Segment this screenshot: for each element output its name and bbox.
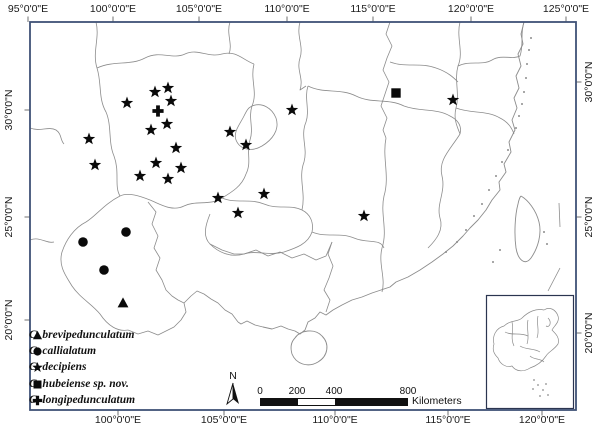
marker-star [120,96,134,109]
marker-star [257,187,271,200]
axis-label-left: 20°0'0"N [3,299,15,341]
axis-label-top: 115°0'0"E [350,3,396,15]
marker-star [82,132,96,145]
axis-label-right: 20°0'0"N [583,312,595,354]
legend-circle-icon [33,347,42,356]
legend-item-circle: C. callialatum [29,344,96,360]
inset-map [485,294,575,410]
legend-item-star: C. decipiens [29,360,87,376]
legend-item-square: C. hubeiense sp. nov. [29,377,129,393]
legend-item-plus: C. longipedunculatum [29,393,135,409]
north-arrow [226,382,239,406]
marker-star [231,206,245,219]
legend-square-icon [33,380,42,389]
scale-segment-black2 [335,399,407,405]
legend-item-triangle: C. brevipedunculatum [29,328,134,344]
coastline [237,22,541,366]
legend-label: C. decipiens [29,361,87,374]
axis-label-top: 100°0'0"E [89,3,137,15]
scale-unit-label: Kilometers [412,395,462,407]
marker-star [160,117,174,130]
axis-label-bottom: 105°0'0"E [200,414,248,426]
province-boundaries [30,22,561,336]
legend-label: C. longipedunculatum [29,394,136,407]
graticule-ticks [24,16,582,416]
scale-segment-white [298,399,335,405]
inset-sea-islands [532,379,549,397]
marker-star [148,85,162,98]
marker-star [285,103,299,116]
scale-tick-800: 800 [399,386,417,397]
legend-plus-icon [32,395,43,406]
marker-circle [78,237,88,247]
scale-tick-400: 400 [325,386,343,397]
axis-label-top: 105°0'0"E [175,3,223,15]
marker-star [169,141,183,154]
legend-label: C. brevipedunculatum [29,329,135,342]
coastal-islands [445,37,548,263]
axis-label-left: 30°0'0"N [3,89,15,131]
marker-star [174,161,188,174]
marker-star [149,156,163,169]
scale-tick-200: 200 [288,386,306,397]
marker-star [164,94,178,107]
axis-label-bottom: 110°0'0"E [312,414,358,426]
scale-tick-0: 0 [257,386,263,397]
axis-label-right: 30°0'0"N [583,61,595,103]
marker-plus [152,105,164,117]
legend-label: C. hubeiense sp. nov. [29,378,129,391]
axis-label-top: 95°0'0"E [7,3,49,15]
axis-label-bottom: 100°0'0"E [94,414,142,426]
marker-star [161,81,175,94]
marker-star [223,125,237,138]
marker-star [144,123,158,136]
hainan-island [290,330,328,366]
species-markers-layer [78,81,460,308]
axis-label-left: 25°0'0"N [3,196,15,238]
legend-triangle-icon [32,330,43,340]
marker-star [133,169,147,182]
legend-star-icon [32,361,43,372]
map-frame [29,21,577,411]
axis-label-top: 110°0'0"E [264,3,310,15]
axis-label-bottom: 115°0'0"E [425,414,471,426]
north-label: N [229,370,237,382]
axis-label-top: 125°0'0"E [542,3,590,15]
scale-bar-segments [260,398,408,406]
axis-label-top: 120°0'0"E [447,3,495,15]
marker-star [161,172,175,185]
marker-circle [99,265,109,275]
marker-triangle [117,297,129,308]
marker-star [88,158,102,171]
marker-star [357,209,371,222]
marker-circle [121,227,131,237]
taiwan-island [514,195,541,262]
marker-square [391,88,401,98]
legend-label: C. callialatum [29,345,97,358]
axis-label-right: 25°0'0"N [583,196,595,238]
inset-china-outline [492,308,559,372]
axis-label-bottom: 120°0'0"E [518,414,566,426]
scale-segment-black1 [261,399,298,405]
